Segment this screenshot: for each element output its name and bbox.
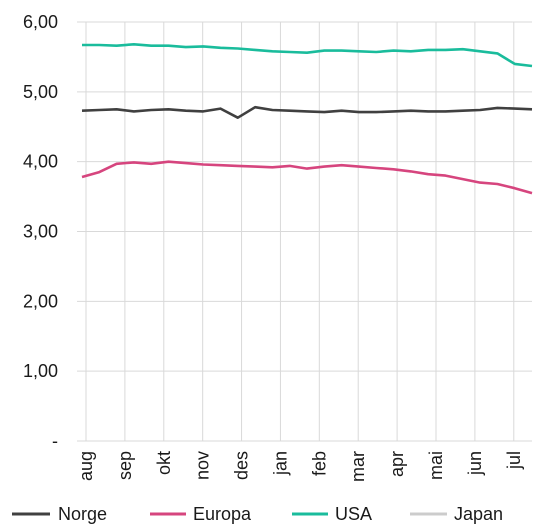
legend-label-europa: Europa: [193, 504, 252, 524]
series-line-europa: [81, 160, 533, 195]
y-tick-label: 1,00: [23, 361, 58, 381]
x-tick-label: jul: [504, 451, 524, 470]
x-tick-label: jun: [465, 451, 485, 476]
series-line-norge: [81, 105, 533, 119]
x-tick-label: mai: [426, 451, 446, 480]
y-tick-label: 6,00: [23, 12, 58, 32]
x-axis: aug sep okt nov des jan feb mar apr mai jun jul: [76, 451, 524, 482]
series-line-usa: [82, 42, 533, 68]
x-tick-label: jan: [270, 451, 290, 476]
y-tick-label: 3,00: [23, 222, 58, 242]
x-tick-label: feb: [309, 451, 329, 476]
chart-grid: [77, 21, 532, 442]
y-tick-label: 2,00: [23, 291, 58, 311]
y-tick-label: -: [52, 431, 58, 451]
x-tick-label: mar: [348, 451, 368, 482]
legend-label-norge: Norge: [58, 504, 107, 524]
chart-legend: Norge Europa USA Japan: [12, 504, 503, 524]
y-tick-label: 4,00: [23, 152, 58, 172]
x-tick-label: sep: [115, 451, 135, 480]
x-tick-label: des: [232, 451, 252, 480]
legend-label-japan: Japan: [454, 504, 503, 524]
x-tick-label: apr: [387, 451, 407, 477]
legend-label-usa: USA: [335, 504, 372, 524]
x-tick-label: nov: [193, 451, 213, 480]
chart-lines: [81, 42, 533, 195]
y-tick-label: 5,00: [23, 82, 58, 102]
y-axis: - 1,00 2,00 3,00 4,00 5,00 6,00: [23, 12, 58, 451]
x-tick-label: aug: [76, 451, 96, 481]
x-tick-label: okt: [154, 451, 174, 475]
